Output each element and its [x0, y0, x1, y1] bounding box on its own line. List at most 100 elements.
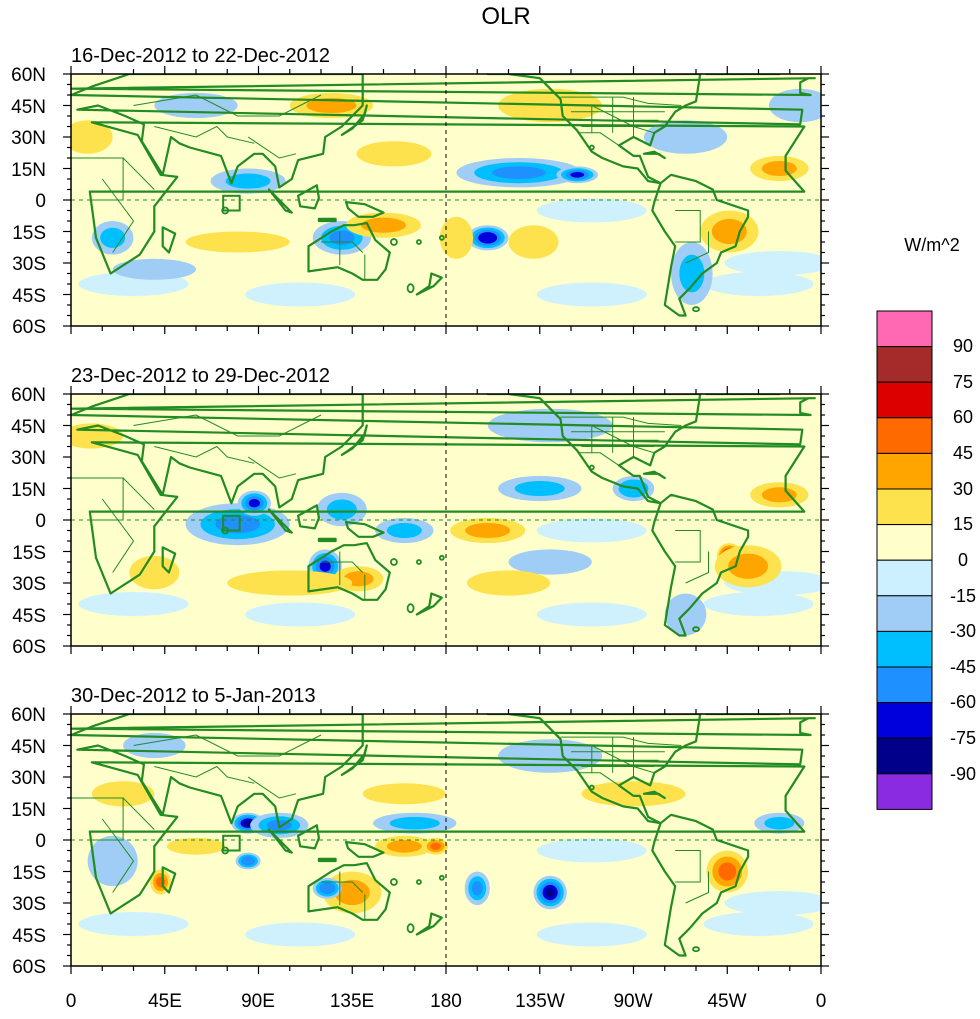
coastline — [344, 201, 385, 218]
olr-anomaly-contour — [129, 555, 180, 590]
colorbar-label: 75 — [953, 372, 973, 392]
map-panel-2 — [63, 386, 829, 654]
coastline — [297, 824, 320, 850]
political-boundary — [247, 776, 297, 799]
island-outline — [406, 603, 415, 614]
panel-title-1: 16-Dec-2012 to 22-Dec-2012 — [71, 45, 330, 67]
colorbar-label: -15 — [950, 586, 976, 606]
political-boundary — [560, 96, 682, 106]
y-tick-label: 60N — [11, 705, 46, 726]
coastline — [267, 508, 293, 534]
olr-anomaly-contour — [781, 95, 819, 116]
anomaly-texture — [245, 282, 356, 307]
colorbar-swatch — [876, 666, 933, 704]
colorbar-swatch — [876, 595, 933, 632]
y-tick-labels-2: 60N 45N 30N 15N 0 15S 30S 45S 60S — [11, 385, 46, 658]
olr-anomaly-contour — [112, 258, 196, 280]
coastline — [71, 714, 804, 829]
political-boundary — [675, 530, 701, 563]
coastline — [317, 217, 337, 223]
coastline — [317, 537, 337, 543]
colorbar-label: -90 — [950, 764, 976, 784]
political-boundary — [122, 157, 155, 190]
colorbar-swatch — [876, 737, 933, 775]
y-tick-label: 30S — [12, 894, 46, 915]
island-outline — [692, 626, 700, 633]
olr-anomaly-contour — [439, 216, 474, 259]
political-boundary — [675, 210, 701, 243]
coastline — [651, 813, 750, 957]
coastline — [161, 866, 177, 894]
olr-anomaly-contour — [243, 858, 253, 864]
map-panel-1 — [63, 66, 829, 334]
anomaly-texture — [703, 592, 814, 616]
region-box — [222, 834, 241, 852]
anomaly-texture — [536, 198, 647, 223]
political-boundary — [101, 818, 135, 893]
colorbar-label: 30 — [953, 479, 973, 499]
colorbar-swatch — [876, 417, 933, 454]
y-tick-label: 60S — [12, 637, 46, 658]
olr-anomaly-contour — [514, 480, 565, 497]
coastline — [642, 470, 666, 480]
coastline — [317, 857, 337, 863]
coastline — [651, 493, 750, 637]
olr-anomaly-contour — [545, 887, 555, 898]
political-boundary — [101, 178, 135, 253]
coastline — [651, 173, 750, 317]
island-outline — [438, 874, 445, 881]
coastline — [340, 104, 368, 136]
political-boundary — [321, 241, 364, 253]
y-tick-label: 60N — [11, 385, 46, 406]
olr-anomaly-contour — [326, 499, 357, 520]
colorbar-label: 0 — [958, 550, 968, 570]
coastline — [642, 150, 666, 160]
political-boundary — [685, 871, 709, 904]
y-tick-label: 30N — [11, 128, 46, 149]
political-boundary — [675, 850, 701, 883]
olr-anomaly-contour — [100, 227, 126, 248]
y-tick-label: 60S — [12, 317, 46, 338]
coastline — [267, 188, 293, 214]
political-boundary — [227, 136, 255, 144]
panel-title-2: 23-Dec-2012 to 29-Dec-2012 — [71, 365, 330, 387]
olr-anomaly-contour — [319, 560, 331, 572]
political-boundary — [247, 456, 297, 479]
political-boundary — [685, 551, 709, 584]
olr-anomaly-contour — [185, 231, 290, 253]
y-tick-label: 0 — [35, 831, 46, 852]
colorbar-swatch — [876, 702, 933, 739]
political-boundary — [321, 561, 364, 573]
coastline — [415, 272, 443, 296]
y-tick-label: 45N — [11, 97, 46, 118]
coastline — [71, 394, 804, 509]
political-boundary — [133, 414, 322, 437]
olr-anomaly-contour — [761, 487, 797, 503]
coastline — [161, 546, 177, 574]
political-boundary — [71, 157, 124, 201]
anomaly-texture — [536, 602, 647, 627]
political-boundary — [577, 132, 620, 146]
island-outline — [588, 144, 595, 151]
olr-anomaly-contour — [71, 120, 113, 154]
anomaly-texture — [536, 282, 647, 307]
political-boundary — [71, 477, 124, 521]
anomaly-texture — [78, 912, 189, 936]
colorbar-label: 60 — [953, 407, 973, 427]
political-boundary — [133, 734, 322, 757]
olr-anomaly-contour — [430, 842, 441, 850]
colorbar-swatch — [876, 310, 933, 348]
olr-anomaly-contour — [91, 781, 155, 807]
political-boundary — [133, 94, 322, 117]
x-tick-label: 90W — [613, 991, 652, 1012]
y-tick-label: 30N — [11, 448, 46, 469]
colorbar-swatch — [876, 452, 933, 490]
anomaly-texture — [536, 518, 647, 543]
olr-anomaly-contour — [361, 217, 406, 233]
political-boundary — [122, 477, 155, 510]
chart-title: OLR — [481, 3, 530, 30]
x-tick-label: 180 — [430, 991, 462, 1012]
political-boundary — [154, 765, 228, 778]
olr-anomaly-contour — [466, 570, 551, 596]
